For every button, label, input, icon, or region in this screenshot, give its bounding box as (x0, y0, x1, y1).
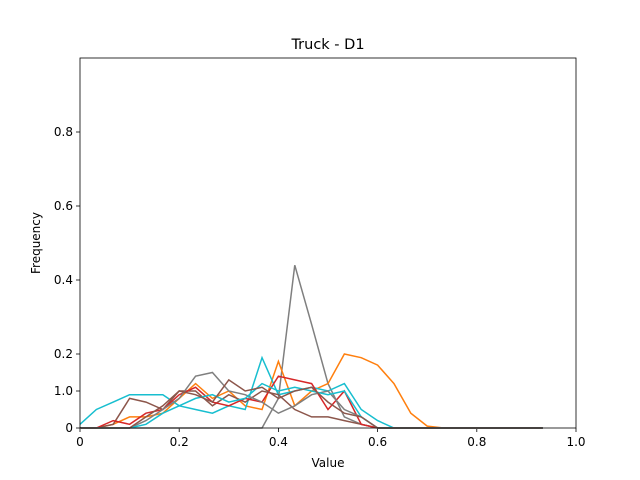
y-tick-label: 0.4 (54, 273, 73, 287)
x-tick-label: 0.8 (467, 435, 486, 449)
x-tick-label: 1.0 (566, 435, 585, 449)
series-line (80, 371, 543, 429)
x-tick-label: 0 (76, 435, 84, 449)
x-axis-label: Value (312, 456, 345, 470)
y-tick-label: 0 (65, 421, 73, 435)
chart-title: Truck - D1 (290, 37, 364, 53)
y-tick-label: 0.6 (54, 199, 73, 213)
plot-frame (79, 57, 577, 429)
y-tick-label: 0.8 (54, 125, 73, 139)
y-tick-label: 1.0 (54, 384, 73, 398)
x-tick-label: 0.4 (269, 435, 288, 449)
y-tick-label: 0.2 (54, 347, 73, 361)
x-tick-label: 0.6 (368, 435, 387, 449)
series-line (80, 375, 543, 429)
x-tick-label: 0.2 (170, 435, 189, 449)
y-axis-label: Frequency (29, 212, 43, 274)
series-line (80, 382, 543, 429)
